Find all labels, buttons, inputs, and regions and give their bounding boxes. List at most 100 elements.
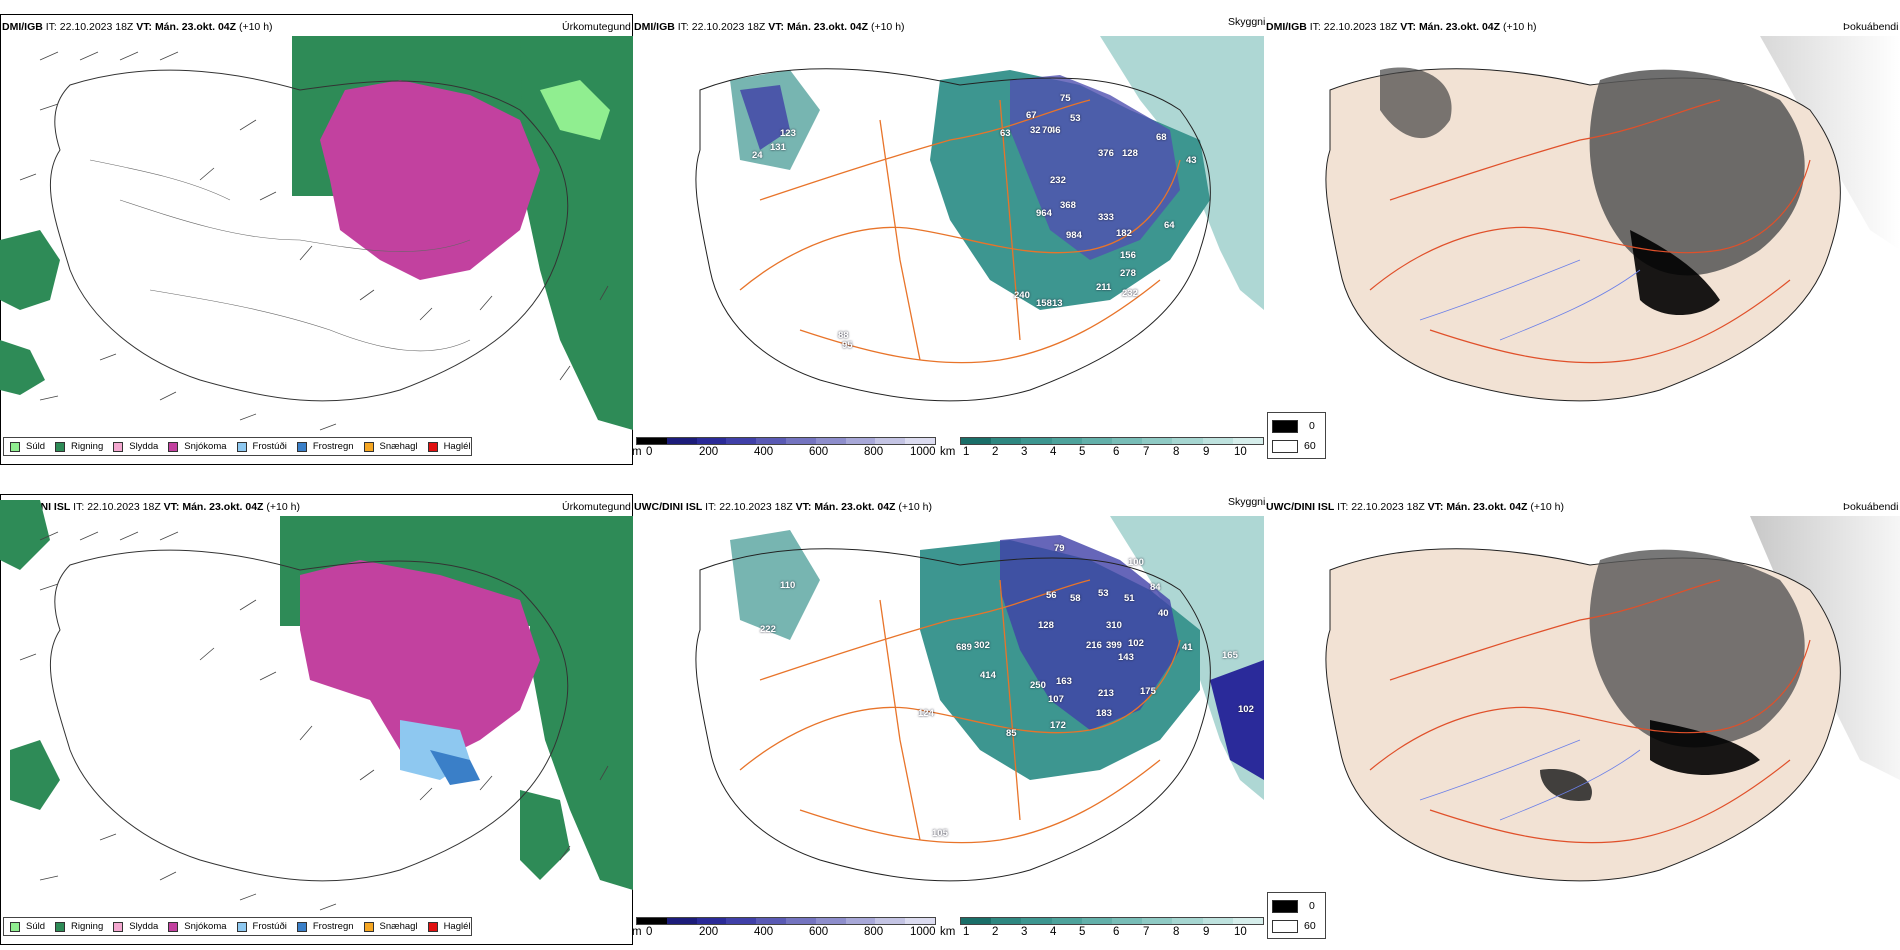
ceiling-label: 310 <box>1106 620 1122 631</box>
ceiling-labels: 79 100 84 53 58 56 51 40 128 310 399 216 102 143 689 30… <box>0 480 1264 950</box>
ceiling-label: 105 <box>932 828 948 839</box>
ceiling-label: 278 <box>1120 268 1136 279</box>
ceiling-label: 58 <box>1070 593 1081 604</box>
ceiling-label: 156 <box>1120 250 1136 261</box>
ceiling-tick: 400 <box>754 926 774 938</box>
visibility-colorbar <box>960 437 1264 445</box>
precip-legend: Súld Rigning Slydda Snjókoma Frostúði Fr… <box>3 917 472 936</box>
ceiling-tick: 800 <box>864 446 884 458</box>
ceiling-label: 183 <box>1096 708 1112 719</box>
ceiling-label: 13 <box>1052 298 1063 309</box>
fog-legend-label: 60 <box>1304 440 1316 452</box>
ceiling-label: 124 <box>918 708 934 719</box>
ceiling-tick: 200 <box>699 926 719 938</box>
visibility-map <box>695 516 1264 882</box>
legend-item: Snjókoma <box>168 921 227 932</box>
ceiling-label: 158 <box>1036 298 1052 309</box>
fog-panel-title: Þokuábendi <box>1843 21 1899 33</box>
visibility-panel-title: Skyggni <box>1228 496 1266 508</box>
ceiling-label: 67 <box>1026 110 1037 121</box>
ceiling-label: 79 <box>1054 543 1065 554</box>
legend-item: Súld <box>10 441 45 452</box>
precip-legend: Súld Rigning Slydda Snjókoma Frostúði Fr… <box>3 437 472 456</box>
ceiling-label: 399 <box>1106 640 1122 651</box>
fog-legend-label: 0 <box>1309 900 1315 912</box>
ceiling-tick: 1000 <box>910 926 936 938</box>
legend-item: Snjókoma <box>168 441 227 452</box>
ceiling-label: 131 <box>770 142 786 153</box>
legend-item: Haglél <box>427 441 471 452</box>
precip-panel-title: Úrkomutegund <box>562 501 631 513</box>
legend-item: Frostúði <box>236 921 287 932</box>
ceiling-tick: 600 <box>809 926 829 938</box>
visibility-tick: 6 <box>1113 926 1120 938</box>
legend-item: Snæhagl <box>363 921 418 932</box>
visibility-tick: 5 <box>1079 926 1086 938</box>
ceiling-label: 102 <box>1128 638 1144 649</box>
ceiling-label: 250 <box>1030 680 1046 691</box>
ceiling-label: 216 <box>1086 640 1102 651</box>
legend-item: Súld <box>10 921 45 932</box>
ceiling-label: 41 <box>1182 642 1193 653</box>
ceiling-label: 984 <box>1066 230 1082 241</box>
ceiling-tick: 200 <box>699 446 719 458</box>
ceiling-label: 53 <box>1098 588 1109 599</box>
ceiling-label: 46 <box>1050 125 1061 136</box>
visibility-panel-title: Skyggni <box>1228 16 1266 28</box>
ceiling-label: 95 <box>842 340 853 351</box>
precip-panel-title: Úrkomutegund <box>562 21 631 33</box>
ceiling-label: 75 <box>1060 93 1071 104</box>
ceiling-colorbar <box>636 437 936 445</box>
visibility-tick: 3 <box>1021 926 1028 938</box>
ceiling-label: 53 <box>1070 113 1081 124</box>
visibility-tick: 10 <box>1234 446 1247 458</box>
ceiling-tick: 1000 <box>910 446 936 458</box>
ceiling-label: 88 <box>838 330 849 341</box>
ceiling-label: 84 <box>1150 582 1161 593</box>
ceiling-label: 43 <box>1186 155 1197 166</box>
visibility-tick: 5 <box>1079 446 1086 458</box>
fog-legend: 0 60 <box>1267 412 1326 459</box>
visibility-tick: 6 <box>1113 446 1120 458</box>
ceiling-label: 414 <box>980 670 996 681</box>
ceiling-label: 64 <box>1164 220 1175 231</box>
fog-map <box>1325 516 1900 882</box>
run-header: UWC/DINI ISL IT: 22.10.2023 18Z VT: Mán.… <box>1266 501 1564 513</box>
ceiling-label: 128 <box>1038 620 1054 631</box>
visibility-tick: 1 <box>963 926 970 938</box>
fog-map <box>1325 36 1900 402</box>
visibility-tick: 9 <box>1203 926 1210 938</box>
precip-map <box>0 500 633 911</box>
run-header: UWC/DINI ISL IT: 22.10.2023 18Z VT: Mán.… <box>634 501 932 513</box>
ceiling-tick: 0 <box>646 446 653 458</box>
ceiling-label: 964 <box>1036 208 1052 219</box>
row-dmi: DMI/IGB IT: 22.10.2023 18Z VT: Mán. 23.o… <box>0 0 1900 475</box>
run-header: DMI/IGB IT: 22.10.2023 18Z VT: Mán. 23.o… <box>2 21 273 33</box>
ceiling-label: 51 <box>1124 593 1135 604</box>
ceiling-labels: 75 67 53 63 46 32 70 128 376 43 68 232 368 964 984 333 1… <box>0 0 1264 475</box>
visibility-tick: 4 <box>1050 446 1057 458</box>
legend-item: Frostúði <box>236 441 287 452</box>
fog-legend: 0 60 <box>1267 892 1326 939</box>
ceiling-tick: 0 <box>646 926 653 938</box>
visibility-unit: km <box>940 926 956 938</box>
ceiling-label: 232 <box>1050 175 1066 186</box>
legend-item: Haglél <box>427 921 471 932</box>
ceiling-label: 32 <box>1030 125 1041 136</box>
fog-legend-label: 60 <box>1304 920 1316 932</box>
ceiling-label: 143 <box>1118 652 1134 663</box>
ceiling-label: 163 <box>1056 676 1072 687</box>
visibility-unit: km <box>940 446 956 458</box>
visibility-tick: 9 <box>1203 446 1210 458</box>
precip-map <box>0 36 633 431</box>
run-header: UWC/DINI ISL IT: 22.10.2023 18Z VT: Mán.… <box>2 501 300 513</box>
ceiling-label: 24 <box>752 150 763 161</box>
visibility-tick: 2 <box>992 926 999 938</box>
ceiling-tick: 800 <box>864 926 884 938</box>
visibility-map <box>695 36 1264 402</box>
ceiling-label: 376 <box>1098 148 1114 159</box>
run-header: DMI/IGB IT: 22.10.2023 18Z VT: Mán. 23.o… <box>1266 21 1537 33</box>
ceiling-colorbar <box>636 917 936 925</box>
legend-item: Frostregn <box>296 921 354 932</box>
ceiling-label: 63 <box>1000 128 1011 139</box>
